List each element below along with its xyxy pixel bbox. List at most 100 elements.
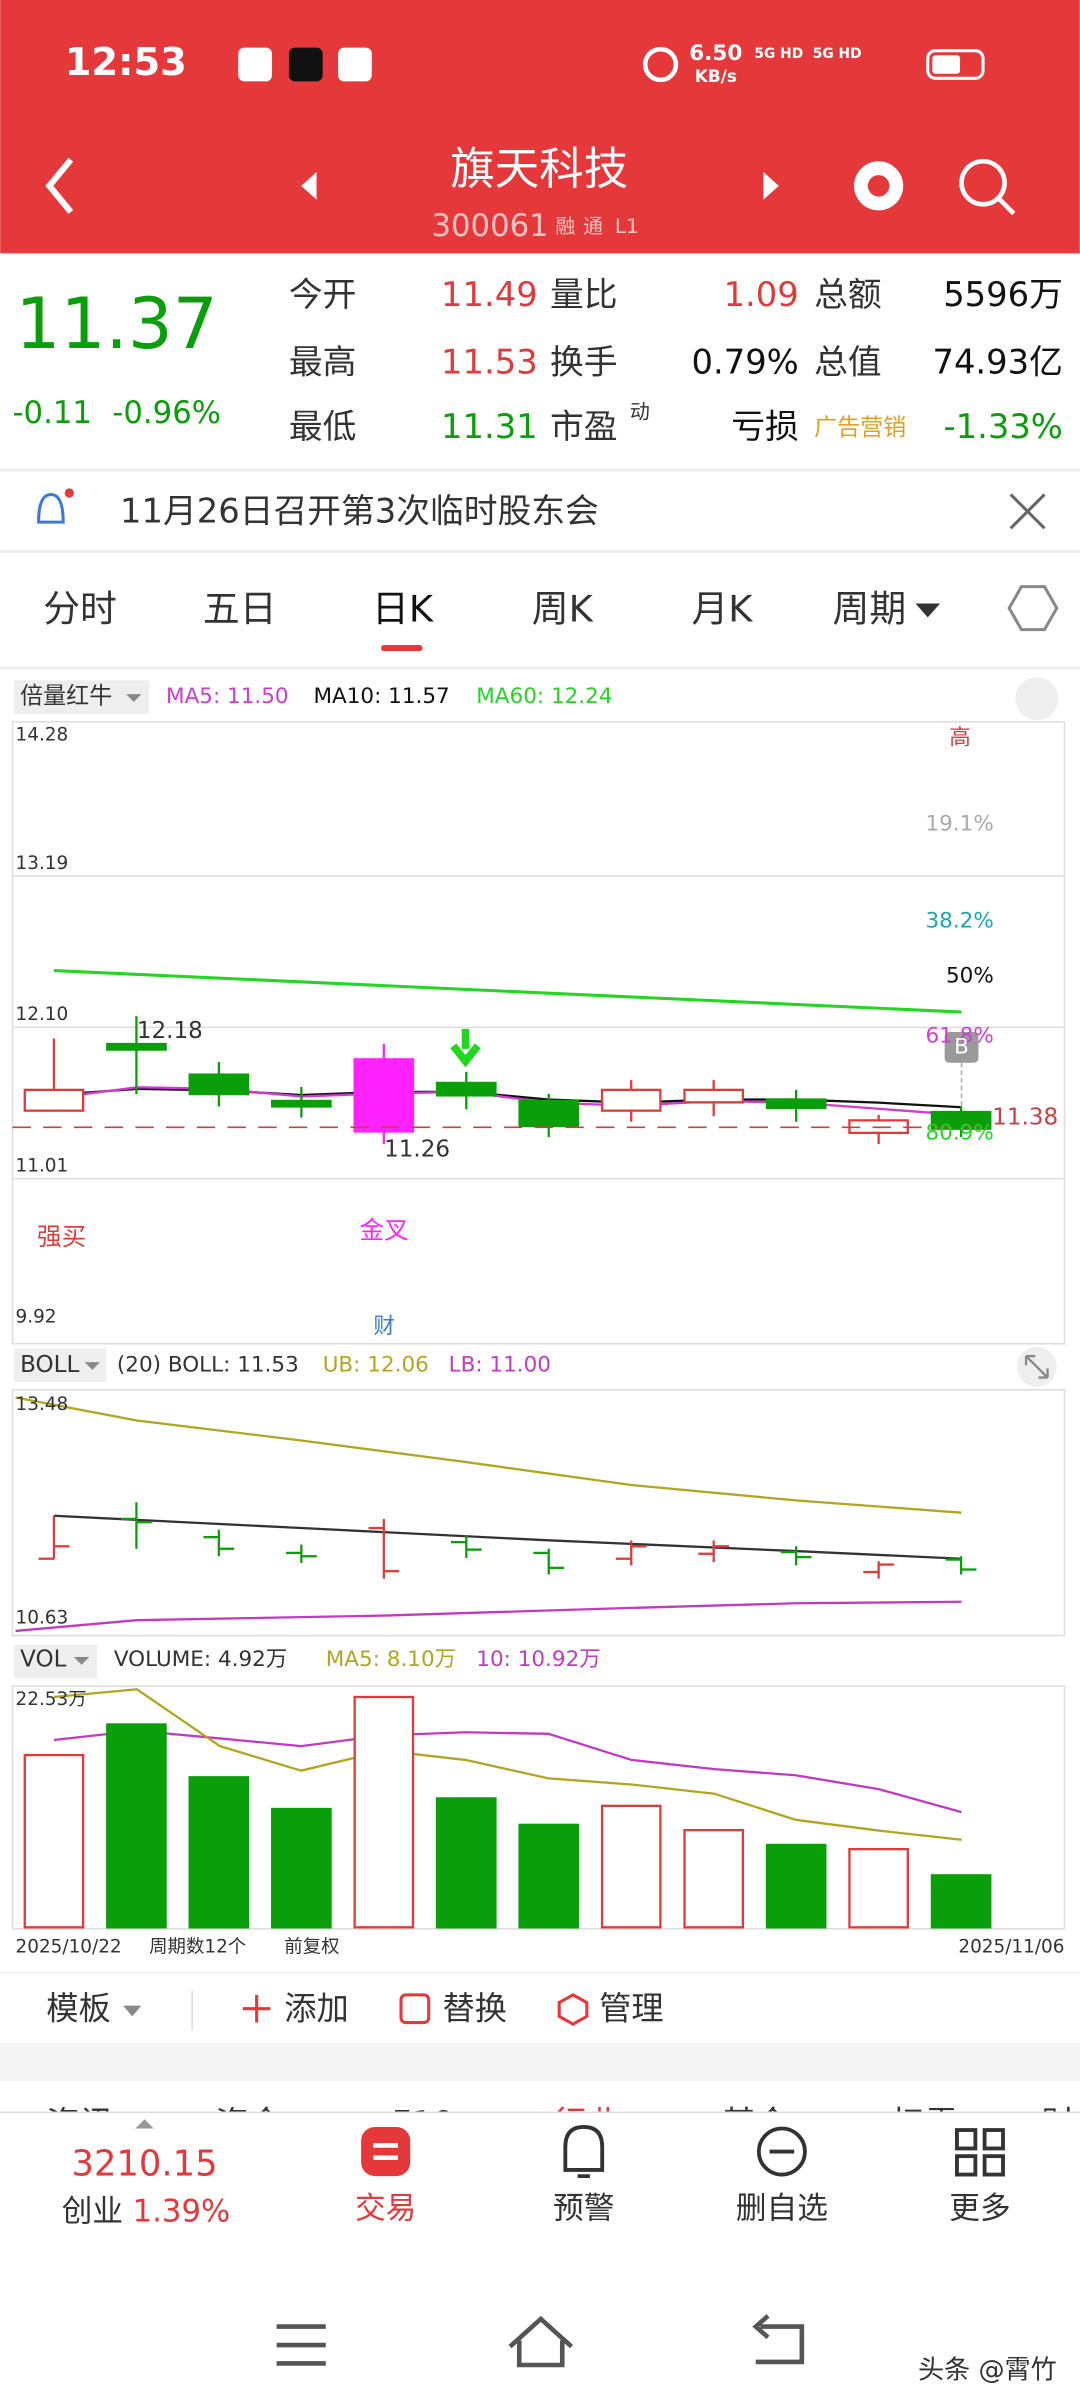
menu-key[interactable] [276,2324,326,2366]
field-label: 量比 [550,275,618,314]
back-key[interactable] [752,2314,805,2365]
volume-bar [848,1847,909,1929]
scroll-tab[interactable]: 扫雷 [891,2104,959,2143]
settings-icon[interactable] [1007,585,1059,632]
tabs: 分时 五日 日K 周K 月K 周期 [43,588,906,631]
more-icon[interactable] [955,2128,1005,2177]
vol-ma5 [53,1688,962,1841]
indicator[interactable]: VOL [20,1647,66,1673]
tab[interactable]: 周期 [833,588,907,631]
app-icon [338,47,372,82]
nav-item[interactable]: 删自选 [736,2190,828,2226]
fib-label: 61.8% [925,1024,993,1049]
boll-ub [15,1396,962,1514]
x-label: 2025/11/06 [958,1936,1064,1957]
volume-bar [435,1797,497,1929]
back-button[interactable] [45,157,74,214]
trade-icon[interactable] [361,2126,411,2177]
divider [0,468,1080,472]
close-notice[interactable] [1009,493,1046,530]
indicator-box[interactable] [14,680,150,715]
scroll-tab[interactable]: 基金 [722,2104,790,2143]
field-label: 总额 [814,275,882,314]
prev-stock[interactable] [301,172,317,200]
scroll-tab[interactable]: 财 [1041,2104,1075,2143]
tab[interactable]: 分时 [43,588,117,631]
scroll-tab[interactable]: F10 [392,2104,454,2143]
toolbar-item[interactable]: 添加 [284,1989,349,2027]
chip-button[interactable] [1015,677,1059,721]
volume-bar [188,1776,250,1929]
indicator[interactable]: 倍量红牛 [20,684,112,710]
boll-lb [15,1600,962,1633]
legend: MA5: 11.50 [166,684,289,709]
more-cell [955,2154,978,2177]
nav-item[interactable]: 预警 [553,2190,614,2226]
alarm-icon [642,46,679,83]
nav-item[interactable]: 更多 [949,2190,1010,2226]
battery-level [932,55,961,74]
stock-name: 旗天科技 [450,143,628,195]
candle-body [765,1098,827,1110]
legend: VOLUME: 4.92万 [114,1647,287,1672]
legend: MA10: 11.57 [313,684,449,709]
candle-body [106,1042,167,1051]
bottom-nav: 交易 预警 删自选 更多 [355,2190,1011,2226]
net-unit: KB/s [695,66,737,86]
y-tick-label: 9.92 [16,1307,57,1328]
y-tick-label: 11.01 [16,1155,69,1176]
notice[interactable]: 11月26日召开第3次临时股东会 [120,491,599,530]
volume-bar [271,1807,332,1929]
tab[interactable]: 日K [372,588,434,631]
watermark: 头条 @霄竹 [918,2356,1057,2386]
fib-label: 19.1% [925,812,993,837]
search-icon[interactable] [959,158,1007,207]
tab[interactable]: 周K [532,588,594,631]
field-value: 11.53 [441,342,538,381]
swap-icon [399,1993,431,2025]
scroll-tab[interactable]: 行业 [553,2104,621,2143]
nav-item[interactable]: 交易 [355,2190,416,2226]
next-stock[interactable] [763,172,779,200]
index-value[interactable]: 3210.15 [72,2143,218,2184]
indicator[interactable]: BOLL [20,1352,79,1378]
volume-bar [106,1723,167,1929]
candle-body [188,1073,250,1096]
toolbar-item[interactable]: 模板 [46,1989,111,2027]
tab[interactable]: 月K [691,588,753,631]
field-label: 广告营销 [814,415,906,441]
divider [0,2111,1080,2114]
net-speed: 6.50 [689,41,742,66]
badge: 通 [583,214,603,238]
candle-body [353,1058,415,1133]
change: -0.11 [12,395,91,431]
y-tick-label: 22.53万 [16,1689,87,1710]
toolbar-item[interactable]: 替换 [442,1989,507,2027]
field-label: 换手 [550,342,618,381]
legend: MA60: 12.24 [476,684,612,709]
annotation: 强买 [37,1222,86,1251]
net-type: 5G HD [813,46,862,62]
remove-icon[interactable] [756,2126,807,2177]
manage-icon [557,1993,589,2026]
candle-body [930,1110,992,1130]
scroll-tab[interactable]: 资讯 [46,2104,114,2143]
candle-body [518,1099,580,1128]
alert-icon[interactable] [563,2125,605,2179]
legend: LB: 11.00 [449,1352,551,1377]
field-label: 市盈 [550,407,618,446]
legend: (20) BOLL: 11.53 [117,1352,299,1377]
field-label: 今开 [289,275,357,314]
home-key[interactable] [508,2315,574,2368]
down-arrow [450,1028,481,1068]
price-pane [11,721,1066,1345]
stock-code: 300061 [431,208,548,244]
b-marker-bg [944,1032,979,1063]
trade-glyph [373,2143,398,2160]
tab[interactable]: 五日 [203,588,277,631]
app-icon [288,47,323,82]
scroll-tab[interactable]: 资金 [215,2104,283,2143]
toolbar-item[interactable]: 管理 [599,1989,664,2027]
